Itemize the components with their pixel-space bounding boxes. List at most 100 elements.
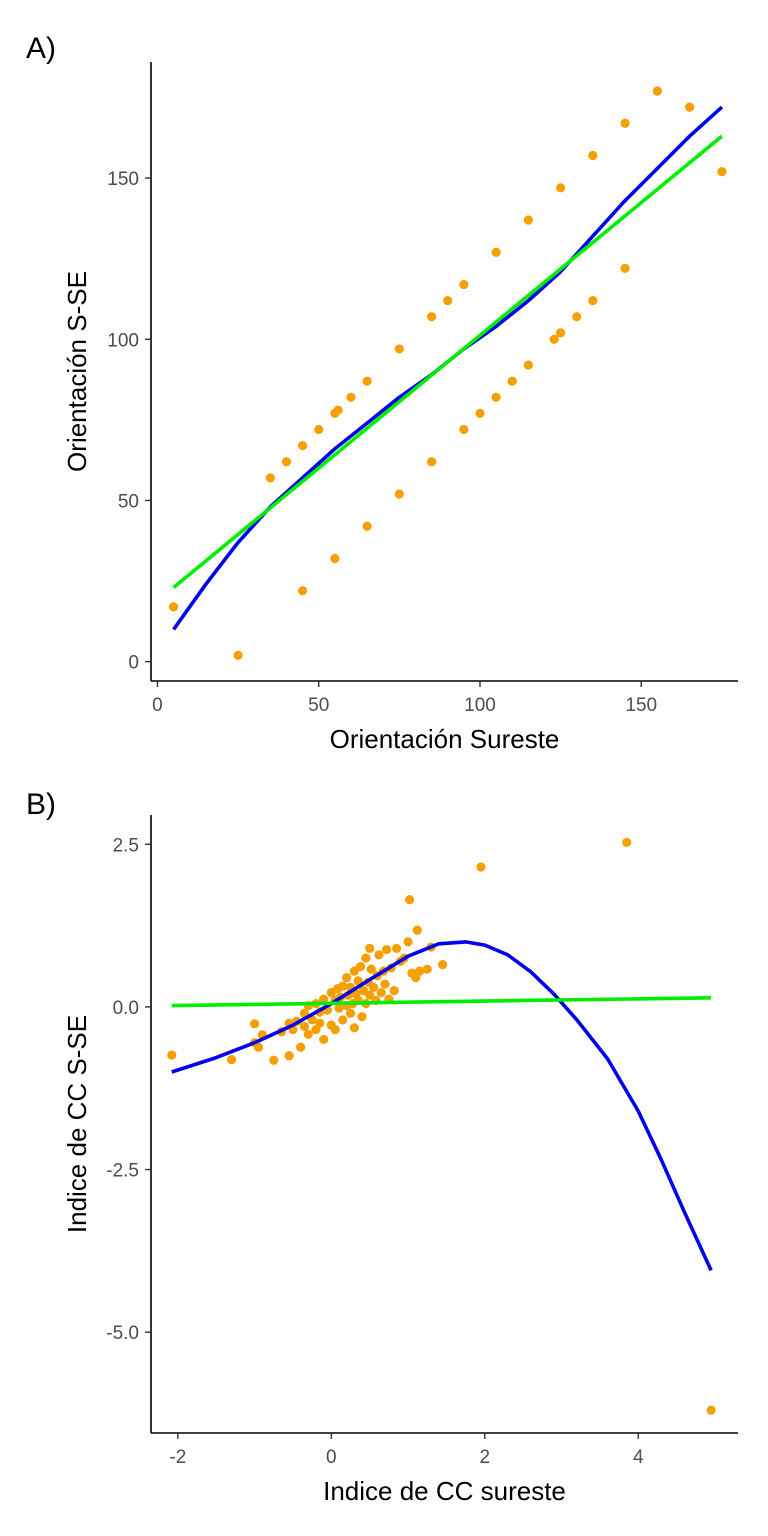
data-point [338, 981, 348, 991]
data-point [330, 1025, 340, 1035]
data-point [349, 1023, 359, 1033]
data-point [389, 986, 399, 996]
data-point [404, 894, 415, 905]
data-point [265, 473, 275, 483]
data-point [437, 960, 448, 970]
data-point [253, 1042, 264, 1052]
data-point [572, 312, 582, 322]
data-point [366, 964, 376, 974]
data-point [588, 150, 598, 161]
data-point [523, 360, 533, 370]
data-point [226, 1054, 237, 1065]
x-axis-title: Orientación Sureste [330, 724, 560, 754]
data-point [426, 457, 437, 467]
data-point [380, 979, 390, 989]
data-point [362, 376, 372, 386]
data-point [368, 982, 379, 992]
data-point [556, 183, 566, 193]
data-point [249, 1019, 260, 1029]
data-point [412, 925, 422, 935]
data-point [414, 966, 425, 976]
data-point [620, 118, 630, 128]
x-tick-label: -2 [169, 1447, 186, 1468]
data-point [381, 945, 392, 955]
data-point [475, 408, 485, 419]
data-point [233, 650, 243, 660]
data-point [353, 976, 363, 986]
data-point [374, 950, 384, 960]
panel-label: A) [26, 32, 56, 65]
data-point [362, 521, 372, 531]
nonlinear-fit-line [172, 105, 724, 631]
y-tick-label: 0.0 [113, 998, 139, 1019]
data-point [334, 1003, 344, 1013]
x-tick-label: 0 [152, 695, 163, 716]
data-point [281, 457, 292, 467]
data-point [426, 312, 437, 322]
data-point [314, 424, 324, 435]
data-point [168, 602, 179, 612]
data-point [297, 586, 308, 596]
data-point [459, 279, 469, 290]
data-point [394, 489, 404, 499]
data-point [556, 328, 566, 338]
y-tick-label: 50 [118, 491, 139, 512]
linear-fit-line [172, 134, 724, 589]
data-point [491, 392, 501, 402]
y-tick-label: 100 [107, 330, 139, 351]
linear-fit-line [171, 996, 712, 1008]
y-axis-title: Indice de CC S-SE [62, 1015, 92, 1233]
data-point [319, 994, 329, 1004]
data-point [330, 553, 340, 564]
data-point [342, 973, 352, 983]
y-axis-title: Orientación S-SE [62, 271, 92, 472]
data-point [357, 1012, 367, 1022]
x-tick-label: 4 [633, 1447, 644, 1468]
data-point [459, 424, 469, 435]
data-point [345, 1008, 356, 1019]
y-tick-label: 0 [128, 653, 139, 674]
data-point [523, 215, 533, 225]
data-point [315, 1018, 325, 1028]
data-point [346, 392, 356, 402]
data-point [394, 344, 404, 354]
data-point [303, 1029, 313, 1039]
data-point [685, 102, 695, 112]
x-tick-label: 0 [326, 1447, 337, 1468]
data-point [652, 86, 662, 96]
data-point [269, 1055, 279, 1065]
data-point [706, 1405, 716, 1415]
data-point [167, 1050, 177, 1060]
data-point [549, 334, 559, 344]
data-point [296, 1042, 306, 1052]
x-axis-title: Indice de CC sureste [323, 1476, 566, 1506]
data-point [338, 1015, 348, 1025]
data-point [319, 1034, 329, 1045]
data-point [403, 937, 413, 947]
data-point [365, 943, 375, 953]
data-point [507, 376, 517, 386]
x-tick-label: 100 [464, 695, 496, 716]
data-point [717, 167, 727, 177]
data-point [333, 405, 343, 415]
data-point [361, 953, 371, 963]
data-point [491, 247, 501, 257]
y-tick-label: -5.0 [106, 1323, 139, 1344]
panel-a: A) 0 50 100 150 0 50 100 150 Orientación Sureste O… [26, 32, 738, 754]
x-tick-label: 50 [308, 695, 329, 716]
y-tick-label: -2.5 [106, 1161, 139, 1182]
x-tick-label: 2 [479, 1447, 490, 1468]
data-point [284, 1051, 294, 1061]
x-tick-label: 150 [625, 695, 657, 716]
y-tick-label: 2.5 [113, 835, 139, 856]
data-point [299, 1021, 310, 1032]
data-point [476, 862, 486, 872]
data-point [588, 295, 598, 306]
data-point [355, 961, 366, 972]
data-point [376, 987, 386, 998]
data-point [365, 990, 375, 1000]
data-point [297, 441, 308, 451]
data-point [443, 295, 453, 306]
panel-label: B) [26, 788, 56, 821]
